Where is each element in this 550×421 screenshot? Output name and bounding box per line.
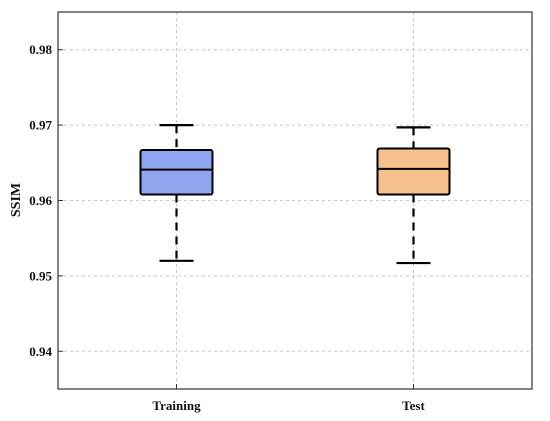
x-axis-ticks: Training Test [152, 384, 425, 413]
y-tick-label: 0.97 [29, 118, 52, 133]
box-test [376, 126, 451, 265]
iqr-box [376, 147, 451, 196]
y-tick-label: 0.98 [29, 42, 52, 57]
x-tick-label: Test [402, 398, 425, 413]
x-tick-label: Training [152, 398, 201, 413]
y-tick-label: 0.94 [29, 344, 52, 359]
y-axis-ticks: 0.94 0.95 0.96 0.97 0.98 [29, 42, 63, 359]
grid-lines [58, 12, 532, 389]
y-tick-label: 0.96 [29, 193, 52, 208]
plot-marks [139, 123, 451, 265]
y-tick-label: 0.95 [29, 268, 52, 283]
y-axis-label: SSIM [9, 183, 24, 217]
iqr-box [139, 148, 214, 196]
box-training [139, 123, 214, 262]
